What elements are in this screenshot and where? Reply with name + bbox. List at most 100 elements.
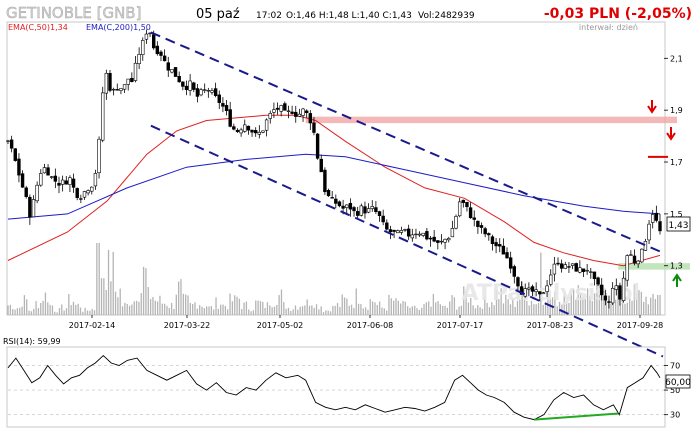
candle-body: [592, 271, 597, 280]
volume-bar: [124, 302, 126, 315]
volume-bar: [320, 306, 322, 315]
volume-bar: [168, 307, 170, 315]
last-price-label: 1,43: [668, 221, 688, 231]
volume-bar: [491, 302, 493, 315]
volume-bar: [285, 308, 287, 315]
candle-body: [17, 158, 21, 176]
support-zone: [618, 263, 690, 270]
candle-body: [122, 84, 127, 90]
volume-bar: [238, 298, 241, 315]
candle-body: [192, 82, 196, 90]
volume-bar: [318, 309, 320, 315]
candle-body: [206, 90, 211, 92]
rsi-axis: 30 50 70: [664, 361, 680, 420]
candle-body: [162, 55, 167, 62]
price-axis: 1,3 1,5 1,7 1,9 2,1: [664, 54, 683, 271]
candle-body: [297, 113, 302, 117]
candle-body: [392, 229, 396, 232]
candle-body: [228, 109, 232, 127]
volume-bar: [516, 300, 519, 315]
candle-body: [104, 72, 109, 94]
candle-body: [261, 130, 265, 133]
volume-bar: [12, 309, 14, 315]
candle-body: [625, 255, 629, 281]
volume-bar: [458, 306, 460, 315]
candle-body: [355, 211, 360, 216]
candle-body: [563, 264, 567, 269]
volume-bar: [565, 302, 568, 315]
volume-bar: [30, 311, 33, 315]
volume-bar: [495, 289, 498, 315]
candle-body: [454, 216, 458, 229]
price-tick-label: 2,1: [670, 54, 683, 63]
volume-bar: [117, 297, 119, 315]
volume-bar: [407, 306, 409, 315]
candle-body: [570, 263, 575, 266]
volume-bar: [535, 304, 537, 315]
volume-bar: [629, 297, 631, 315]
volume-bar: [42, 300, 44, 315]
candle-body: [166, 62, 170, 71]
volume-bar: [142, 266, 145, 315]
candle-body: [596, 277, 600, 285]
rsi-panel-frame: [6, 346, 666, 428]
volume-bar: [54, 311, 56, 315]
candle-body: [35, 184, 39, 202]
volume-bar: [542, 304, 544, 315]
volume-bar: [467, 302, 470, 315]
candle-body: [82, 191, 87, 198]
candle-body: [308, 113, 313, 124]
volume-bar: [493, 305, 495, 315]
volume-bar: [82, 311, 84, 315]
candle-body: [425, 231, 429, 240]
candle-body: [202, 89, 207, 91]
candle-body: [406, 228, 411, 237]
volume-bar: [362, 308, 364, 315]
volume-bar: [299, 306, 301, 315]
volume-bar: [418, 309, 420, 315]
volume-bar: [199, 305, 201, 315]
volume-bar: [367, 309, 369, 315]
candle-body: [177, 75, 181, 83]
candle-body: [53, 175, 58, 182]
candle-body: [28, 196, 32, 218]
volume-bar: [390, 298, 392, 315]
candle-body: [574, 263, 578, 272]
volume-bar: [435, 302, 437, 315]
volume-bar: [647, 304, 650, 315]
rsi-last-label: 60,00: [665, 378, 691, 388]
candle-body: [75, 188, 79, 198]
candle-body: [443, 238, 447, 243]
volume-bar: [271, 307, 273, 315]
volume-bar: [523, 289, 526, 315]
candle-body: [556, 262, 560, 265]
ohlc-label: O:1,46 H:1,48 L:1,40 C:1,43: [286, 11, 412, 21]
volume-bar: [201, 306, 203, 315]
volume-bar: [603, 290, 605, 315]
candle-body: [6, 140, 10, 142]
volume-bar: [376, 305, 378, 315]
candle-body: [42, 167, 47, 174]
price-tick-label: 1,9: [670, 106, 683, 115]
candle-body: [545, 285, 549, 292]
up-arrow: [672, 273, 682, 287]
candle-body: [479, 225, 484, 228]
volume-bar: [589, 295, 591, 315]
volume-bar: [51, 305, 54, 315]
price-change: -0,03 PLN (-2,05%): [544, 6, 692, 22]
volume-bar: [91, 308, 93, 315]
volume-bar: [147, 287, 149, 315]
down-arrow-2-shape: [666, 127, 676, 141]
date-tick-label: 2017-06-08: [347, 321, 394, 330]
volume-bar: [229, 293, 231, 315]
volume-bar: [582, 296, 584, 315]
candle-body: [552, 263, 557, 275]
legend-ema50: EMA(C,50)1,34: [8, 23, 68, 32]
candle-body: [188, 80, 192, 91]
volume-bar: [206, 306, 208, 315]
candle-body: [465, 201, 469, 208]
volume-bar: [170, 303, 173, 315]
volume-bar: [250, 311, 252, 315]
volume-bar: [19, 307, 21, 315]
